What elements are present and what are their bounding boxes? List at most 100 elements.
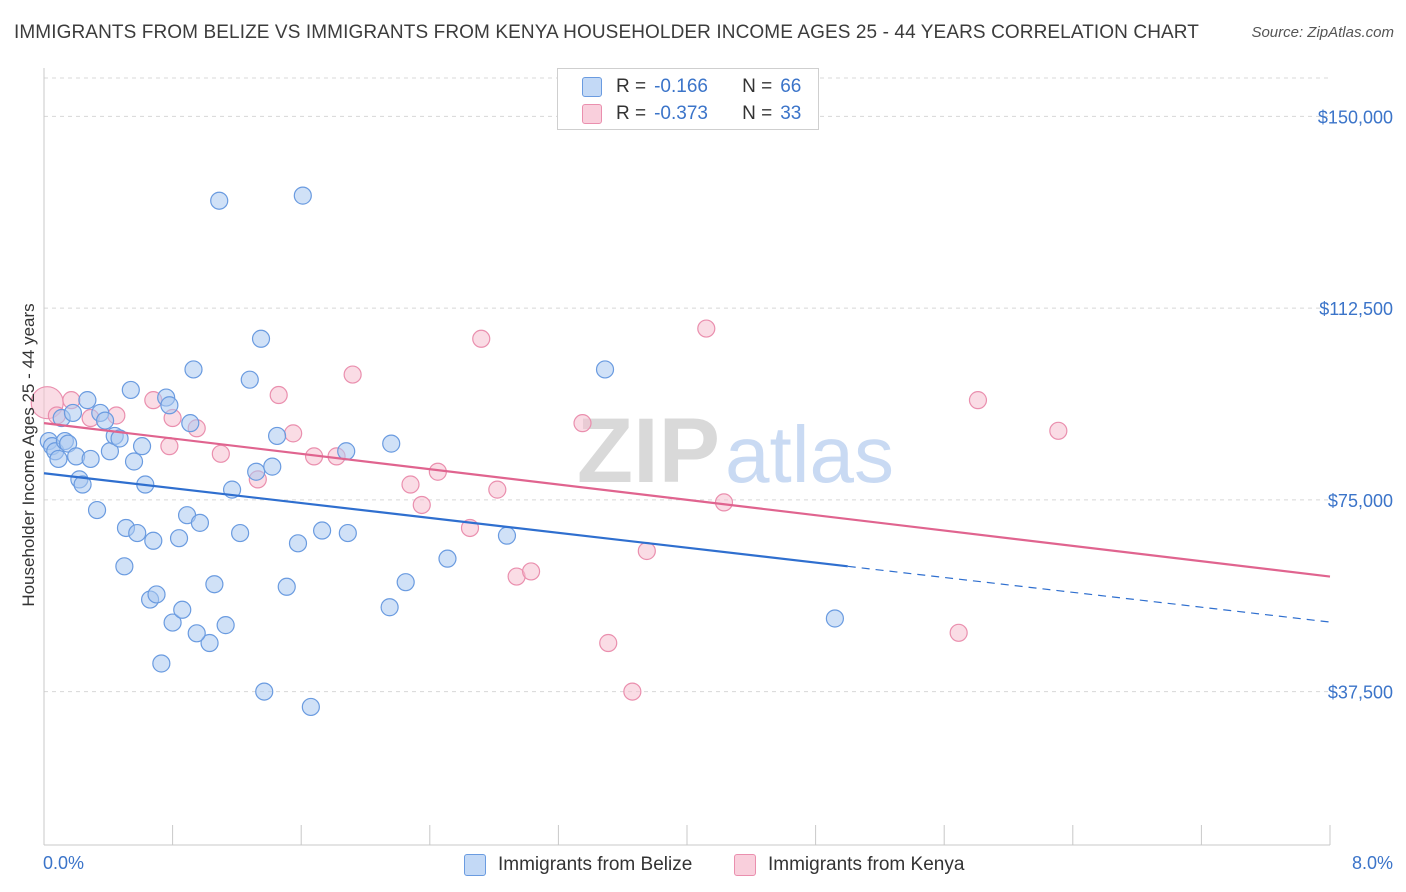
kenya-point	[697, 319, 716, 338]
belize-point	[247, 462, 266, 481]
kenya-point	[412, 495, 431, 515]
kenya-point	[211, 444, 230, 463]
belize-point	[825, 609, 844, 628]
belize-point	[147, 585, 166, 604]
belize-legend-label: Immigrants from Belize	[498, 854, 693, 875]
x-tick-label-max: 8.0%	[1352, 853, 1393, 873]
correlation-legend: R = -0.166 N = 66 R = -0.373 N = 33	[557, 68, 819, 130]
kenya-point	[714, 493, 734, 512]
belize-point	[216, 616, 235, 635]
belize-point	[255, 682, 274, 701]
belize-point	[200, 633, 219, 653]
belize-point	[301, 697, 320, 717]
kenya-swatch	[582, 104, 602, 124]
belize-point	[59, 434, 78, 453]
belize-point	[382, 434, 401, 453]
belize-point	[181, 414, 200, 433]
belize-point	[63, 403, 83, 423]
y-tick-label: $75,000	[1328, 491, 1393, 511]
kenya-point	[623, 682, 642, 701]
kenya-r-label: R =	[616, 103, 647, 124]
belize-point	[78, 391, 97, 410]
trend-lines	[43, 422, 1331, 623]
kenya-point	[521, 562, 541, 581]
belize-point	[152, 654, 171, 673]
belize-point	[438, 549, 457, 568]
kenya-point	[284, 424, 303, 443]
kenya-point	[637, 541, 656, 561]
bottom-legend-kenya: Immigrants from Kenya	[734, 852, 964, 878]
belize-point	[144, 531, 163, 550]
kenya-point	[401, 475, 420, 494]
kenya-legend-label: Immigrants from Kenya	[768, 854, 965, 875]
chart-title: IMMIGRANTS FROM BELIZE VS IMMIGRANTS FRO…	[14, 22, 1199, 43]
belize-point	[595, 360, 615, 379]
belize-point	[115, 557, 134, 576]
belize-point	[169, 529, 189, 548]
kenya-n-value: 33	[780, 103, 802, 124]
belize-r-value: -0.166	[654, 76, 708, 97]
belize-point	[190, 513, 210, 532]
belize-point	[128, 523, 147, 543]
belize-point	[251, 329, 271, 348]
belize-point	[205, 575, 224, 594]
belize-point	[337, 442, 356, 461]
belize-point	[187, 624, 206, 643]
belize-point	[73, 475, 92, 494]
belize-point	[49, 449, 68, 469]
watermark-atlas: atlas	[725, 410, 894, 499]
belize-point	[497, 526, 517, 545]
y-axis-title: Householder Income Ages 25 - 44 years	[19, 303, 38, 606]
belize-swatch	[582, 77, 602, 97]
belize-n-value: 66	[780, 76, 802, 97]
watermark-zip: ZIP	[577, 400, 720, 502]
belize-point	[95, 411, 115, 430]
belize-point	[240, 370, 259, 389]
belize-legend-swatch	[464, 854, 486, 876]
belize-trend-extension	[847, 565, 1331, 623]
kenya-point	[269, 385, 288, 405]
gridlines	[44, 77, 1330, 693]
belize-point	[380, 598, 399, 617]
belize-trend-line	[43, 472, 848, 568]
kenya-point	[343, 365, 362, 384]
kenya-n-label: N =	[742, 103, 773, 124]
kenya-points	[30, 319, 1068, 701]
axes	[43, 68, 1331, 846]
belize-point	[267, 426, 287, 446]
belize-point	[121, 380, 140, 400]
y-tick-label: $112,500	[1319, 299, 1393, 319]
belize-point	[110, 429, 129, 448]
belize-point	[81, 449, 100, 469]
belize-point	[231, 523, 250, 543]
source-label: Source: ZipAtlas.com	[1251, 24, 1394, 41]
belize-point	[163, 613, 182, 632]
belize-point	[87, 500, 107, 520]
legend-row-kenya: R = -0.373 N = 33	[582, 102, 801, 126]
belize-point	[210, 191, 229, 210]
legend-row-belize: R = -0.166 N = 66	[582, 75, 801, 99]
kenya-legend-swatch	[734, 854, 756, 876]
belize-point	[132, 437, 152, 456]
y-axis-labels: $37,500 $75,000 $112,500 $150,000	[1318, 107, 1393, 702]
kenya-point	[1049, 421, 1068, 440]
kenya-point	[573, 414, 592, 433]
belize-point	[124, 452, 144, 471]
kenya-point	[160, 437, 179, 456]
kenya-point	[488, 480, 507, 499]
belize-point	[173, 600, 192, 619]
belize-point	[263, 457, 282, 476]
belize-r-label: R =	[616, 76, 647, 97]
belize-point	[312, 521, 332, 540]
kenya-point	[599, 633, 618, 653]
y-tick-label: $150,000	[1318, 107, 1393, 127]
belize-n-label: N =	[742, 76, 773, 97]
bottom-legend-belize: Immigrants from Belize	[464, 852, 692, 878]
kenya-point	[968, 391, 988, 410]
kenya-point	[949, 623, 968, 642]
belize-point	[160, 396, 179, 415]
belize-point	[293, 186, 312, 205]
belize-point	[277, 577, 296, 596]
belize-point	[184, 360, 203, 379]
